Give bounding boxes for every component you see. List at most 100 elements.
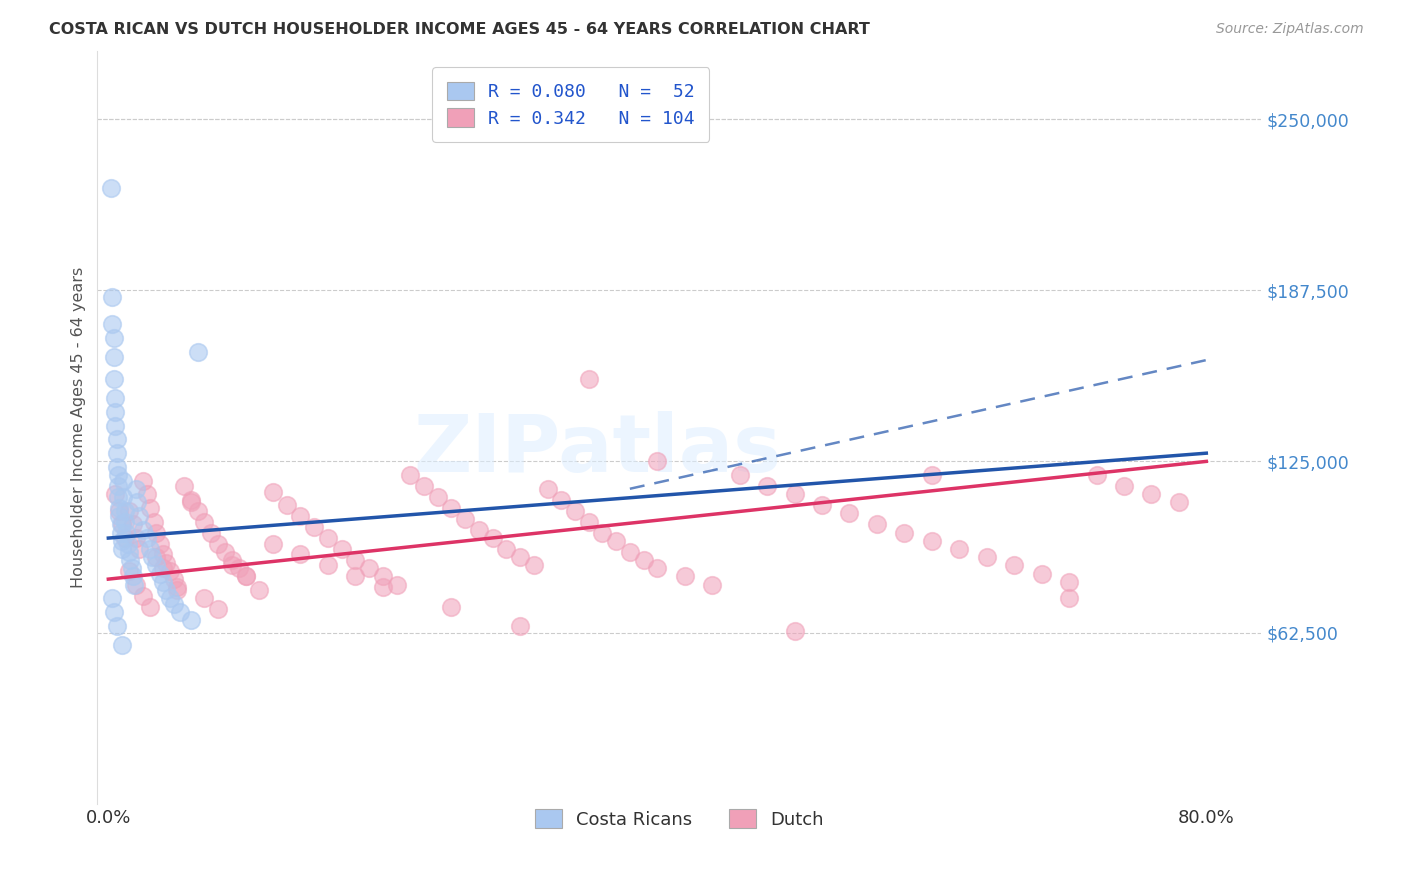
Point [578, 515, 600, 529]
Point [149, 566, 172, 581]
Point [1085, 468, 1108, 483]
Point [316, 558, 339, 573]
Point [186, 504, 208, 518]
Point [481, 531, 503, 545]
Point [104, 405, 127, 419]
Point [591, 525, 613, 540]
Point [101, 318, 124, 332]
Point [142, 515, 165, 529]
Point [1057, 591, 1080, 606]
Point [105, 446, 128, 460]
Point [1167, 495, 1189, 509]
Point [440, 500, 463, 515]
Point [127, 495, 149, 509]
Point [131, 589, 153, 603]
Text: Source: ZipAtlas.com: Source: ZipAtlas.com [1216, 22, 1364, 37]
Point [207, 536, 229, 550]
Point [114, 531, 136, 545]
Point [131, 523, 153, 537]
Point [330, 541, 353, 556]
Point [207, 602, 229, 616]
Point [152, 548, 174, 562]
Point [290, 509, 312, 524]
Point [413, 479, 436, 493]
Point [103, 331, 125, 345]
Point [104, 487, 127, 501]
Point [302, 520, 325, 534]
Point [180, 613, 202, 627]
Point [100, 180, 122, 194]
Point [166, 580, 188, 594]
Point [114, 504, 136, 518]
Point [103, 605, 125, 619]
Point [186, 344, 208, 359]
Text: ZIPatlas: ZIPatlas [413, 410, 782, 489]
Point [110, 525, 132, 540]
Point [125, 577, 148, 591]
Point [103, 372, 125, 386]
Point [221, 558, 243, 573]
Point [141, 550, 163, 565]
Point [440, 599, 463, 614]
Point [180, 492, 202, 507]
Point [135, 487, 157, 501]
Point [536, 482, 558, 496]
Point [605, 533, 627, 548]
Point [921, 468, 943, 483]
Point [149, 536, 172, 550]
Point [124, 577, 146, 591]
Legend: Costa Ricans, Dutch: Costa Ricans, Dutch [527, 802, 831, 836]
Point [976, 550, 998, 565]
Point [112, 490, 135, 504]
Point [262, 484, 284, 499]
Point [155, 583, 177, 598]
Point [159, 591, 181, 606]
Point [169, 605, 191, 619]
Point [838, 507, 860, 521]
Point [173, 479, 195, 493]
Point [235, 569, 257, 583]
Point [107, 490, 129, 504]
Point [111, 517, 134, 532]
Point [128, 509, 150, 524]
Point [131, 474, 153, 488]
Point [152, 574, 174, 589]
Point [110, 517, 132, 532]
Point [118, 504, 141, 518]
Y-axis label: Householder Income Ages 45 - 64 years: Householder Income Ages 45 - 64 years [72, 267, 86, 588]
Point [1112, 479, 1135, 493]
Point [128, 541, 150, 556]
Point [163, 572, 186, 586]
Point [155, 556, 177, 570]
Point [371, 580, 394, 594]
Point [893, 525, 915, 540]
Point [633, 553, 655, 567]
Point [578, 372, 600, 386]
Point [426, 490, 449, 504]
Point [117, 536, 139, 550]
Point [114, 515, 136, 529]
Point [138, 500, 160, 515]
Point [276, 498, 298, 512]
Point [783, 624, 806, 639]
Point [111, 541, 134, 556]
Point [193, 515, 215, 529]
Point [152, 561, 174, 575]
Point [921, 533, 943, 548]
Point [468, 523, 491, 537]
Point [115, 525, 138, 540]
Point [221, 553, 243, 567]
Point [619, 545, 641, 559]
Point [122, 517, 145, 532]
Point [135, 531, 157, 545]
Point [1002, 558, 1025, 573]
Point [159, 564, 181, 578]
Point [118, 564, 141, 578]
Point [247, 583, 270, 598]
Point [120, 553, 142, 567]
Point [145, 558, 167, 573]
Point [145, 525, 167, 540]
Point [105, 459, 128, 474]
Point [121, 561, 143, 575]
Point [103, 351, 125, 365]
